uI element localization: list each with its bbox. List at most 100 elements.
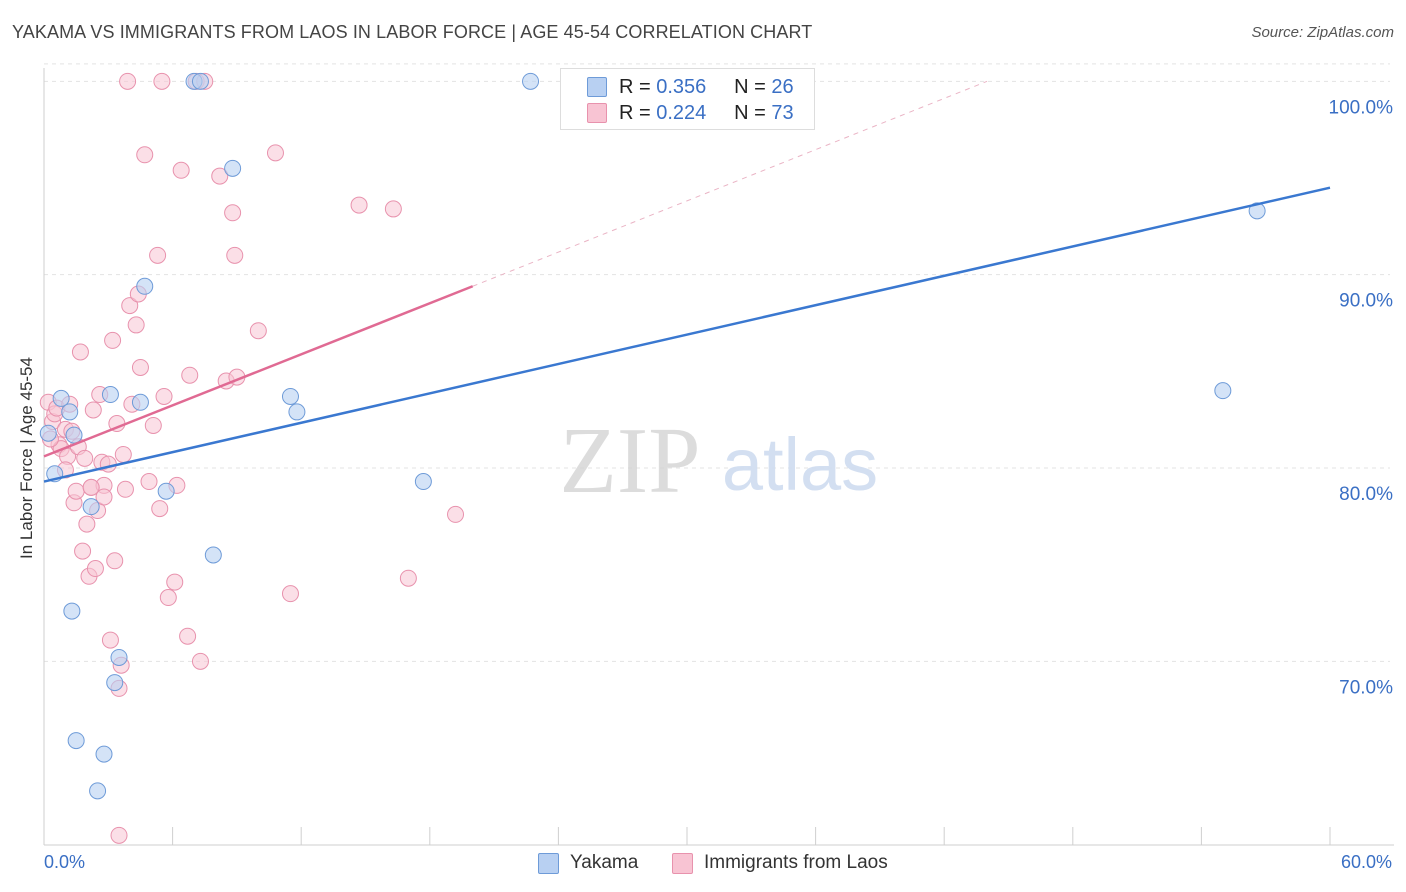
yakama-point-21 <box>288 403 306 421</box>
laos-point-15 <box>76 449 94 467</box>
x-tick-label-min: 0.0% <box>44 852 86 872</box>
yakama-point-15 <box>157 482 175 500</box>
laos-point-41 <box>140 473 158 491</box>
yakama-point-14 <box>136 277 154 295</box>
watermark-atlas: atlas <box>722 423 878 506</box>
laos-point-72 <box>82 478 100 496</box>
laos-point-51 <box>179 627 197 645</box>
yakama-point-24 <box>1214 382 1232 400</box>
laos-point-37 <box>127 316 145 334</box>
y-tick-label-1: 90.0% <box>1339 291 1393 312</box>
laos-point-14 <box>74 542 92 560</box>
laos-point-44 <box>151 500 169 518</box>
laos-point-26 <box>101 631 119 649</box>
yakama-legend-swatch <box>538 853 559 874</box>
y-tick-label-0: 100.0% <box>1329 97 1394 118</box>
yakama-point-3 <box>61 403 79 421</box>
source-credit: Source: ZipAtlas.com <box>1251 24 1394 41</box>
laos-point-27 <box>104 331 122 349</box>
yakama-point-0 <box>39 424 57 442</box>
laos-point-52 <box>181 366 199 384</box>
yakama-legend-label: Yakama <box>570 852 639 873</box>
yakama-point-13 <box>131 393 149 411</box>
laos-point-43 <box>149 246 167 264</box>
yakama-point-4 <box>65 426 83 444</box>
laos-point-66 <box>399 569 417 587</box>
yakama-trend-line <box>43 186 1331 483</box>
y-tick-labels: 100.0% 90.0% 80.0% 70.0% <box>1329 97 1394 698</box>
axes <box>43 68 1394 846</box>
laos-trend-extension <box>472 80 988 287</box>
laos-point-16 <box>78 515 96 533</box>
laos-point-42 <box>144 416 162 434</box>
laos-point-48 <box>166 573 184 591</box>
correlation-legend: R = 0.356 N = 26 R = 0.224 N = 73 <box>560 68 815 130</box>
y-tick-label-3: 70.0% <box>1339 677 1393 698</box>
yakama-point-12 <box>110 648 128 666</box>
laos-point-28 <box>106 552 124 570</box>
yakama-swatch <box>587 77 607 97</box>
laos-point-33 <box>116 480 134 498</box>
laos-point-63 <box>281 585 299 603</box>
laos-n-value: 73 <box>771 101 794 124</box>
n-label: N = <box>734 75 766 98</box>
yakama-point-6 <box>67 732 85 750</box>
yakama-n-value: 26 <box>771 75 794 98</box>
laos-point-56 <box>211 167 229 185</box>
laos-point-62 <box>266 144 284 162</box>
laos-point-58 <box>224 204 242 222</box>
laos-r-value: 0.224 <box>656 101 707 124</box>
laos-legend-label: Immigrants from Laos <box>704 852 888 873</box>
yakama-point-11 <box>106 674 124 692</box>
laos-point-39 <box>131 358 149 376</box>
yakama-point-23 <box>522 72 540 90</box>
yakama-point-2 <box>52 389 70 407</box>
yakama-r-value: 0.356 <box>656 75 707 98</box>
yakama-point-7 <box>82 498 100 516</box>
laos-point-59 <box>226 246 244 264</box>
scatter-points <box>39 72 1331 844</box>
laos-swatch <box>587 103 607 123</box>
yakama-point-9 <box>95 745 113 763</box>
y-axis-label: In Labor Force | Age 45-54 <box>17 357 36 559</box>
y-tick-label-2: 80.0% <box>1339 484 1393 505</box>
laos-point-40 <box>136 146 154 164</box>
laos-point-35 <box>121 297 139 315</box>
gridlines <box>44 63 1390 662</box>
watermark-zip: ZIP <box>560 409 701 513</box>
r-label: R = <box>619 101 651 124</box>
laos-point-46 <box>155 387 173 405</box>
yakama-point-17 <box>191 72 209 90</box>
chart-title: YAKAMA VS IMMIGRANTS FROM LAOS IN LABOR … <box>12 22 813 42</box>
laos-point-32 <box>114 445 132 463</box>
laos-legend-swatch <box>672 853 693 874</box>
laos-point-11 <box>67 482 85 500</box>
laos-point-67 <box>447 505 465 523</box>
yakama-point-22 <box>414 473 432 491</box>
yakama-point-8 <box>89 782 107 800</box>
laos-point-68 <box>110 826 128 844</box>
yakama-point-5 <box>63 602 81 620</box>
r-label: R = <box>619 75 651 98</box>
yakama-point-10 <box>101 386 119 404</box>
laos-point-47 <box>159 589 177 607</box>
laos-point-34 <box>119 72 137 90</box>
laos-point-64 <box>350 196 368 214</box>
yakama-point-25 <box>1248 202 1266 220</box>
laos-point-25 <box>99 455 117 473</box>
laos-point-61 <box>249 322 267 340</box>
laos-point-20 <box>86 560 104 578</box>
trend-lines <box>472 80 988 287</box>
laos-point-50 <box>172 161 190 179</box>
x-tick-label-max: 60.0% <box>1340 852 1392 872</box>
yakama-point-20 <box>281 387 299 405</box>
laos-point-65 <box>384 200 402 218</box>
laos-point-69 <box>95 488 113 506</box>
laos-point-19 <box>84 401 102 419</box>
laos-trend-line <box>43 285 474 458</box>
laos-point-45 <box>153 72 171 90</box>
n-label: N = <box>734 101 766 124</box>
laos-point-54 <box>191 652 209 670</box>
yakama-point-19 <box>224 159 242 177</box>
